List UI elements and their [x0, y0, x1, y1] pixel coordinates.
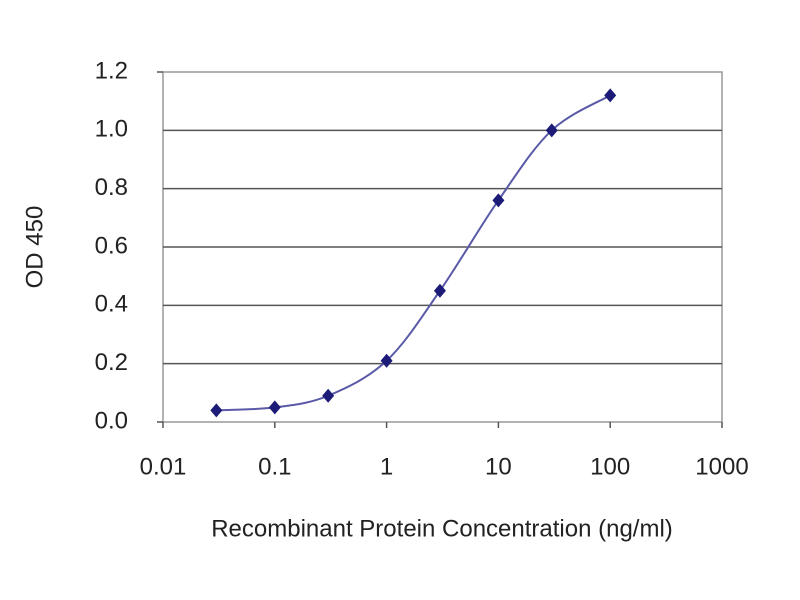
y-tick-label: 0.2: [95, 349, 128, 376]
y-tick-label: 0.6: [95, 232, 128, 259]
y-axis-label: OD 450: [21, 206, 48, 289]
y-tick-label: 0.4: [95, 291, 128, 318]
y-tick-label: 0.0: [95, 407, 128, 434]
y-tick-label: 0.8: [95, 174, 128, 201]
data-point: [322, 388, 335, 403]
data-point: [268, 400, 281, 415]
data-point: [433, 283, 446, 298]
data-point: [545, 123, 558, 138]
data-line: [216, 94, 611, 412]
x-axis-label: Recombinant Protein Concentration (ng/ml…: [211, 515, 673, 542]
x-tick-label: 0.1: [258, 453, 291, 480]
x-tick-label: 100: [590, 453, 630, 480]
data-point: [604, 88, 617, 103]
x-tick-label: 1: [380, 453, 393, 480]
y-tick-label: 1.0: [95, 116, 128, 143]
y-tick-label: 1.2: [95, 57, 128, 84]
data-point: [380, 353, 393, 368]
data-point: [210, 403, 223, 418]
x-tick-label: 1000: [695, 453, 748, 480]
data-point: [492, 193, 505, 208]
x-tick-label: 0.01: [140, 453, 187, 480]
x-tick-label: 10: [485, 453, 512, 480]
